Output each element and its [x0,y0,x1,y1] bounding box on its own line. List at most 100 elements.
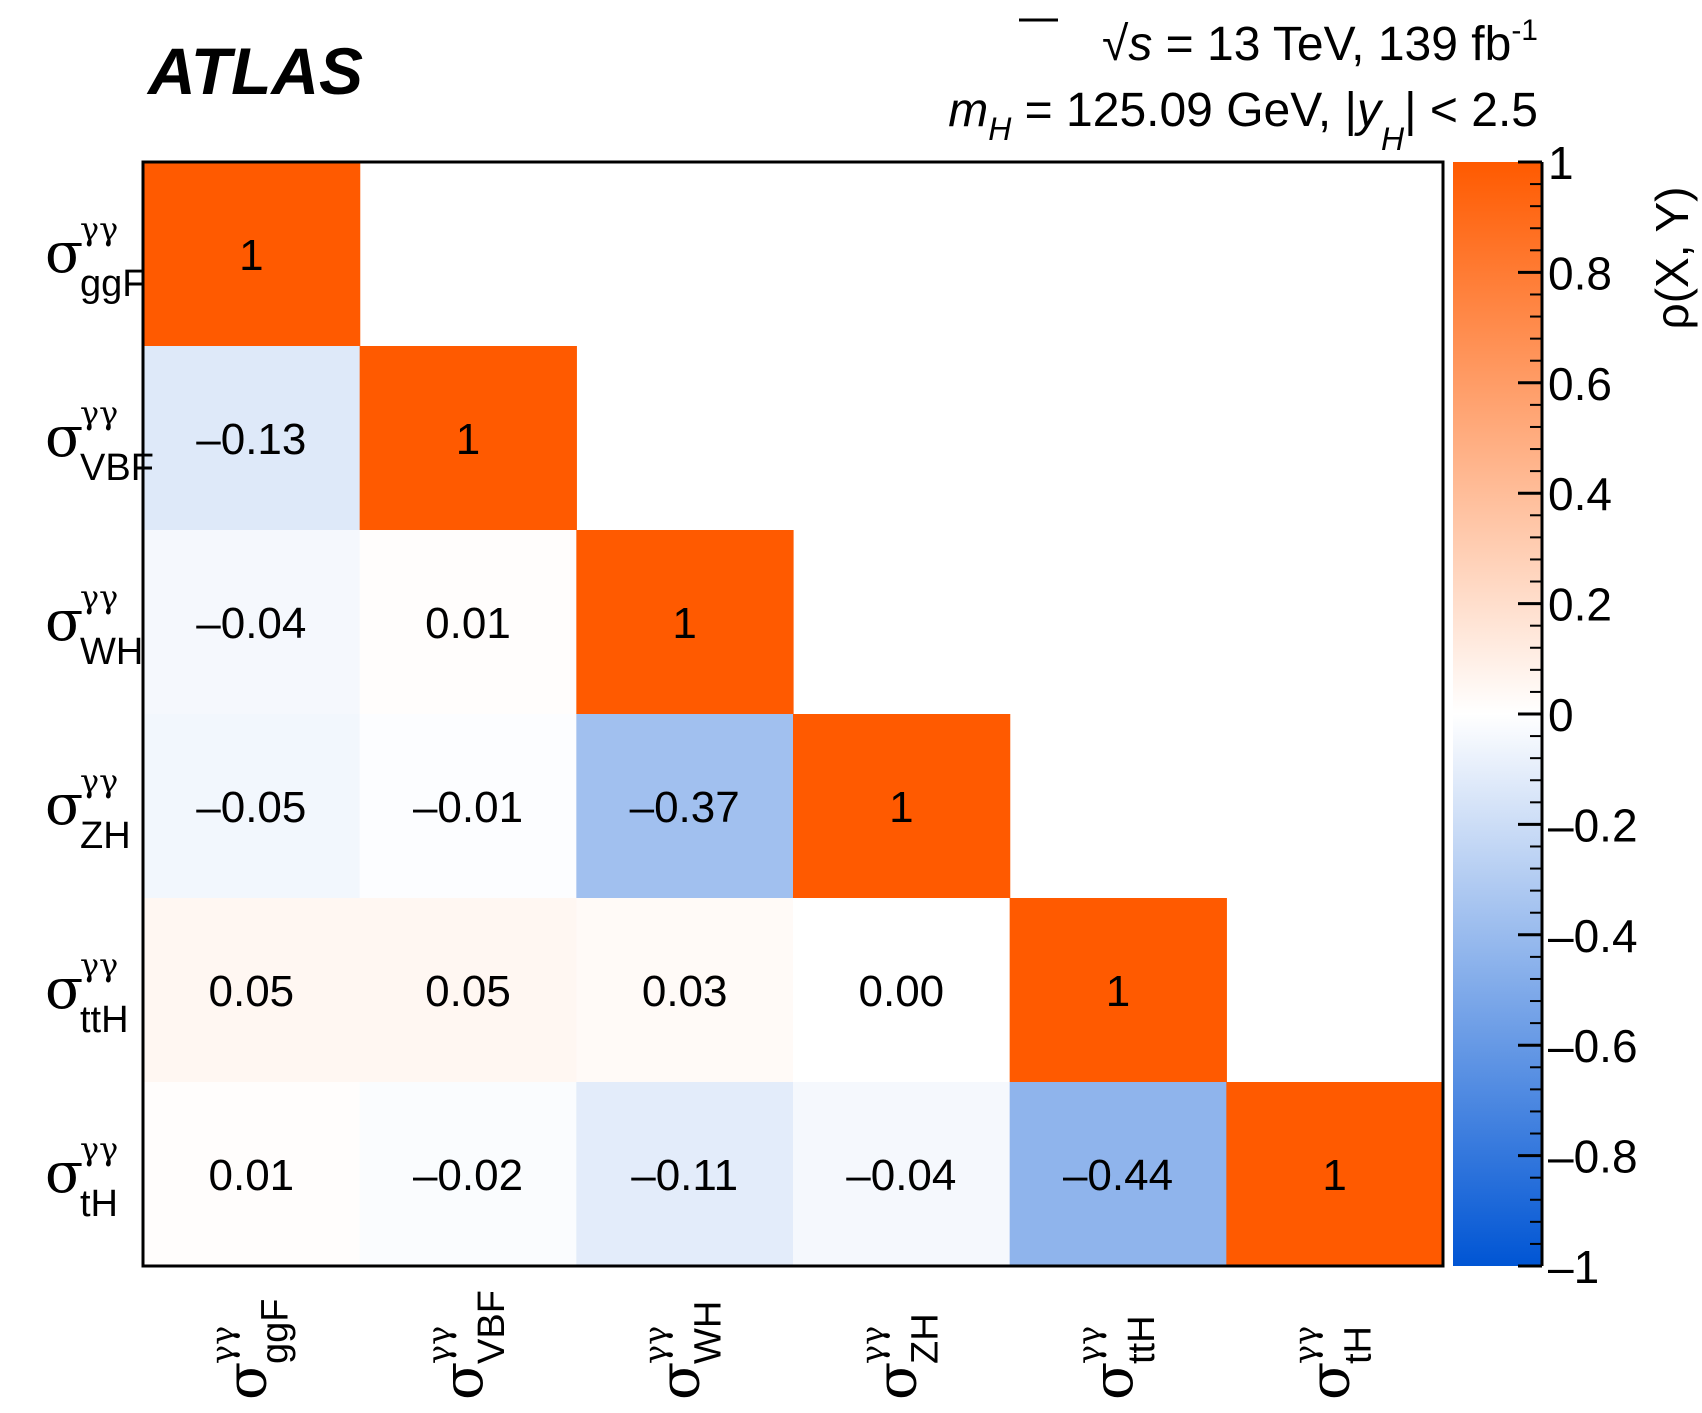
cell-value-label: 0.00 [859,967,945,1016]
cell-value-label: 1 [672,599,696,648]
process-subscript: VBF [471,1290,513,1364]
energy-luminosity-label: √s = 13 TeV, 139 fb-1 [1102,14,1538,71]
cell-value-label: 1 [889,783,913,832]
gamma-superscript: γγ [80,1130,118,1168]
cell-value-label: –0.44 [1063,1151,1173,1200]
process-subscript: ttH [1121,1315,1163,1364]
mass-text: = 125.09 GeV, | [1011,84,1357,137]
y-axis-label-wh: σγγ WH [45,578,143,673]
process-subscript: ggF [254,1299,296,1364]
cell-value-label: 0.01 [209,1151,295,1200]
y-subscript: H [1381,121,1405,157]
x-axis-label-zh: σγγ ZH [853,1313,946,1400]
colorbar-tick-label: –1 [1548,1241,1599,1293]
m-symbol: m [948,84,988,137]
colorbar-tick-label: –0.6 [1548,1020,1638,1072]
cell-value-label: –0.04 [846,1151,956,1200]
matrix-value-labels: 1 –0.13 1 –0.04 0.01 1 –0.05 –0.01 –0.37 1 0.05 0.0… [196,231,1347,1200]
gamma-superscript: γγ [80,946,118,984]
matrix-cells [143,162,1444,1267]
matrix-cell [143,346,361,531]
gamma-superscript: γγ [853,1326,891,1364]
matrix-cell [576,898,794,1083]
y-symbol: y [1354,84,1384,137]
process-subscript: VBF [80,447,154,489]
colorbar-tick-label: 0.4 [1548,468,1612,520]
cell-value-label: 0.05 [209,967,295,1016]
y-axis-label-ggf: σγγ ggF [45,210,145,305]
x-axis-label-wh: σγγ WH [637,1301,730,1400]
process-subscript: ZH [904,1313,946,1364]
matrix-cell [576,530,794,715]
x-axis-label-th: σγγ tH [1287,1326,1380,1400]
sigma-symbol: σ [1081,1362,1146,1400]
higgs-mass-rapidity-label: mH = 125.09 GeV, |yH| < 2.5 [948,84,1538,157]
cell-value-label: –0.13 [196,415,306,464]
process-subscript: WH [80,631,143,673]
colorbar-tick-label: –0.2 [1548,799,1638,851]
gamma-superscript: γγ [420,1326,458,1364]
gamma-superscript: γγ [1070,1326,1108,1364]
colorbar-tick-label: 0 [1548,689,1574,741]
matrix-cell [793,1082,1011,1267]
colorbar-tick-label: 0.2 [1548,579,1612,631]
process-subscript: tH [80,1183,118,1225]
process-subscript: ttH [80,999,129,1041]
matrix-cell [1009,1082,1227,1267]
gamma-superscript: γγ [80,394,118,432]
matrix-cell [143,530,361,715]
matrix-cell [1009,898,1227,1083]
cell-value-label: 1 [239,231,263,280]
plot-frame [141,160,1445,1268]
x-axis-label-vbf: σγγ VBF [420,1290,513,1400]
cell-value-label: –0.04 [196,599,306,648]
cell-value-label: –0.02 [413,1151,523,1200]
sigma-symbol: σ [45,405,83,470]
gamma-superscript: γγ [1287,1326,1325,1364]
matrix-cell [1226,1082,1444,1267]
cell-value-label: –0.11 [631,1151,738,1200]
cell-value-label: –0.05 [196,783,306,832]
cell-value-label: –0.37 [630,783,740,832]
x-axis-label-tth: σγγ ttH [1070,1315,1163,1400]
sigma-symbol: σ [45,957,83,1022]
matrix-cell [576,714,794,899]
sqrt-symbol: √ [1102,18,1129,71]
colorbar-tick-label: 0.8 [1548,247,1612,299]
matrix-cell [359,346,577,531]
process-subscript: ZH [80,815,131,857]
gamma-superscript: γγ [637,1326,675,1364]
rapidity-text: | < 2.5 [1404,84,1538,137]
gamma-superscript: γγ [80,762,118,800]
cell-value-label: 1 [1322,1151,1346,1200]
colorbar-tick-label: 0.6 [1548,358,1612,410]
sigma-symbol: σ [45,221,83,286]
x-axis-label-ggf: σγγ ggF [203,1299,296,1400]
sigma-symbol: σ [45,589,83,654]
sigma-symbol: σ [214,1362,279,1400]
cell-value-label: 0.03 [642,967,728,1016]
gamma-superscript: γγ [80,578,118,616]
process-subscript: ggF [80,263,145,305]
matrix-cell [793,898,1011,1083]
colorbar-label: ρ(X, Y) [1646,187,1698,330]
sigma-symbol: σ [45,773,83,838]
cell-value-label: 0.01 [425,599,511,648]
sigma-symbol: σ [1298,1362,1363,1400]
experiment-label: ATLAS [146,34,363,108]
energy-text: = 13 TeV, 139 fb [1152,18,1511,71]
matrix-cell [143,898,361,1083]
colorbar-tick-label: –0.4 [1548,910,1638,962]
matrix-cell [793,714,1011,899]
matrix-cell [143,714,361,899]
cell-value-label: 1 [456,415,480,464]
sigma-symbol: σ [864,1362,929,1400]
matrix-cell [143,162,361,347]
s-symbol: s [1128,18,1152,71]
colorbar-ticks: 1 0.8 0.6 0.4 0.2 0 –0.2 –0.4 –0.6 –0.8 –1 [1518,137,1638,1293]
matrix-cell [359,898,577,1083]
sigma-symbol: σ [431,1362,496,1400]
gamma-superscript: γγ [203,1326,241,1364]
